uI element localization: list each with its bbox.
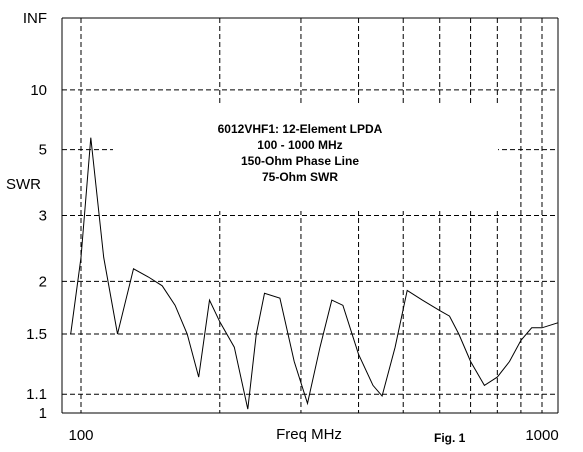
x-axis-title: Freq MHz (276, 426, 342, 443)
x-tick-label-0: 100 (68, 427, 93, 444)
y-tick-label-0: 1 (39, 405, 47, 422)
y-tick-label-5: 5 (39, 142, 47, 159)
y-tick-labels: 1 1.1 1.5 2 3 5 10 INF (23, 10, 47, 422)
y-tick-label-4: 3 (39, 208, 47, 225)
x-tick-label-1: 1000 (525, 427, 558, 444)
y-axis-title: SWR (6, 176, 41, 193)
y-tick-label-6: 10 (30, 82, 47, 99)
y-tick-label-2: 1.5 (26, 326, 47, 343)
annotation-box (113, 103, 498, 211)
series-layer (70, 137, 558, 410)
y-tick-label-3: 2 (39, 273, 47, 290)
annotation-line-4: 75-Ohm SWR (262, 170, 338, 184)
y-tick-label-1: 1.1 (26, 386, 47, 403)
figure-label: Fig. 1 (434, 431, 466, 445)
swr-series-line-0 (70, 137, 558, 410)
y-tick-label-7: INF (23, 10, 47, 27)
x-tick-labels: 100 1000 (68, 427, 558, 444)
annotation-line-1: 6012VHF1: 12-Element LPDA (218, 122, 383, 136)
annotation-line-2: 100 - 1000 MHz (257, 138, 342, 152)
grid (62, 18, 558, 413)
annotation-line-3: 150-Ohm Phase Line (241, 154, 359, 168)
plot-frame (61, 17, 559, 414)
